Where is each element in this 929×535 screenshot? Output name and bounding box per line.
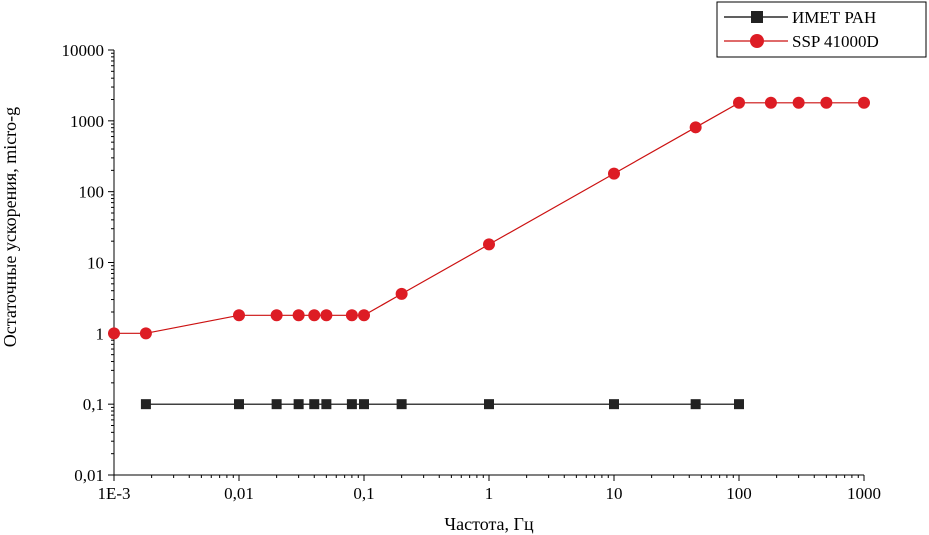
- x-tick-label: 1: [485, 484, 494, 503]
- y-axis-ticks: 0,01 0,1 1 10 100 1000 10000: [62, 41, 114, 485]
- data-point: [608, 167, 620, 180]
- data-point: [234, 399, 244, 410]
- data-point: [690, 399, 701, 410]
- series-2: [108, 96, 870, 340]
- data-point: [733, 96, 745, 109]
- y-tick-label: 1000: [70, 112, 104, 131]
- x-tick-label: 10: [606, 484, 623, 503]
- data-point: [734, 399, 744, 410]
- data-point: [139, 327, 152, 340]
- legend-label: ИМЕТ РАН: [792, 8, 876, 27]
- data-point: [358, 309, 370, 322]
- data-point: [792, 96, 805, 109]
- data-point: [270, 309, 283, 322]
- data-point: [858, 96, 870, 109]
- y-axis-label: Остаточные ускорения, micro-g: [0, 107, 20, 347]
- legend-entry: ИМЕТ РАН: [724, 8, 876, 27]
- data-point: [395, 287, 408, 300]
- x-axis-label: Частота, Гц: [444, 514, 534, 534]
- legend-marker: [750, 34, 764, 48]
- x-axis-ticks: 1E-3 0,01 0,1 1 10 100 1000: [97, 475, 881, 503]
- y-tick-label: 0,01: [74, 466, 104, 485]
- data-point: [483, 238, 495, 251]
- x-tick-label: 100: [726, 484, 752, 503]
- y-tick-label: 10: [87, 254, 104, 273]
- data-point: [293, 399, 304, 410]
- data-point: [292, 309, 305, 322]
- data-point: [359, 399, 369, 410]
- data-point: [309, 399, 320, 410]
- x-tick-label: 1E-3: [97, 484, 130, 503]
- data-point: [321, 399, 332, 410]
- data-point: [346, 399, 357, 410]
- legend-marker: [751, 11, 763, 23]
- y-tick-label: 0,1: [83, 395, 104, 414]
- series-layer: [108, 96, 870, 410]
- data-point: [308, 309, 321, 322]
- series-line: [114, 102, 864, 334]
- data-point: [396, 399, 407, 410]
- data-point: [320, 309, 333, 322]
- y-tick-label: 100: [79, 183, 105, 202]
- data-point: [609, 399, 619, 410]
- data-point: [271, 399, 282, 410]
- axes: [113, 50, 864, 476]
- data-point: [140, 399, 151, 410]
- y-tick-label: 10000: [62, 41, 105, 60]
- data-point: [108, 327, 120, 340]
- data-point: [484, 399, 494, 410]
- data-point: [345, 309, 358, 322]
- x-tick-label: 0,1: [353, 484, 374, 503]
- data-point: [233, 309, 245, 322]
- data-point: [764, 96, 777, 109]
- x-tick-label: 1000: [847, 484, 881, 503]
- y-tick-label: 1: [96, 324, 105, 343]
- data-point: [820, 96, 833, 109]
- data-point: [689, 121, 702, 134]
- legend: ИМЕТ РАН SSP 41000D: [716, 1, 927, 58]
- x-tick-label: 0,01: [224, 484, 254, 503]
- legend-entry: SSP 41000D: [724, 32, 879, 51]
- legend-label: SSP 41000D: [792, 32, 879, 51]
- series-1: [140, 399, 744, 410]
